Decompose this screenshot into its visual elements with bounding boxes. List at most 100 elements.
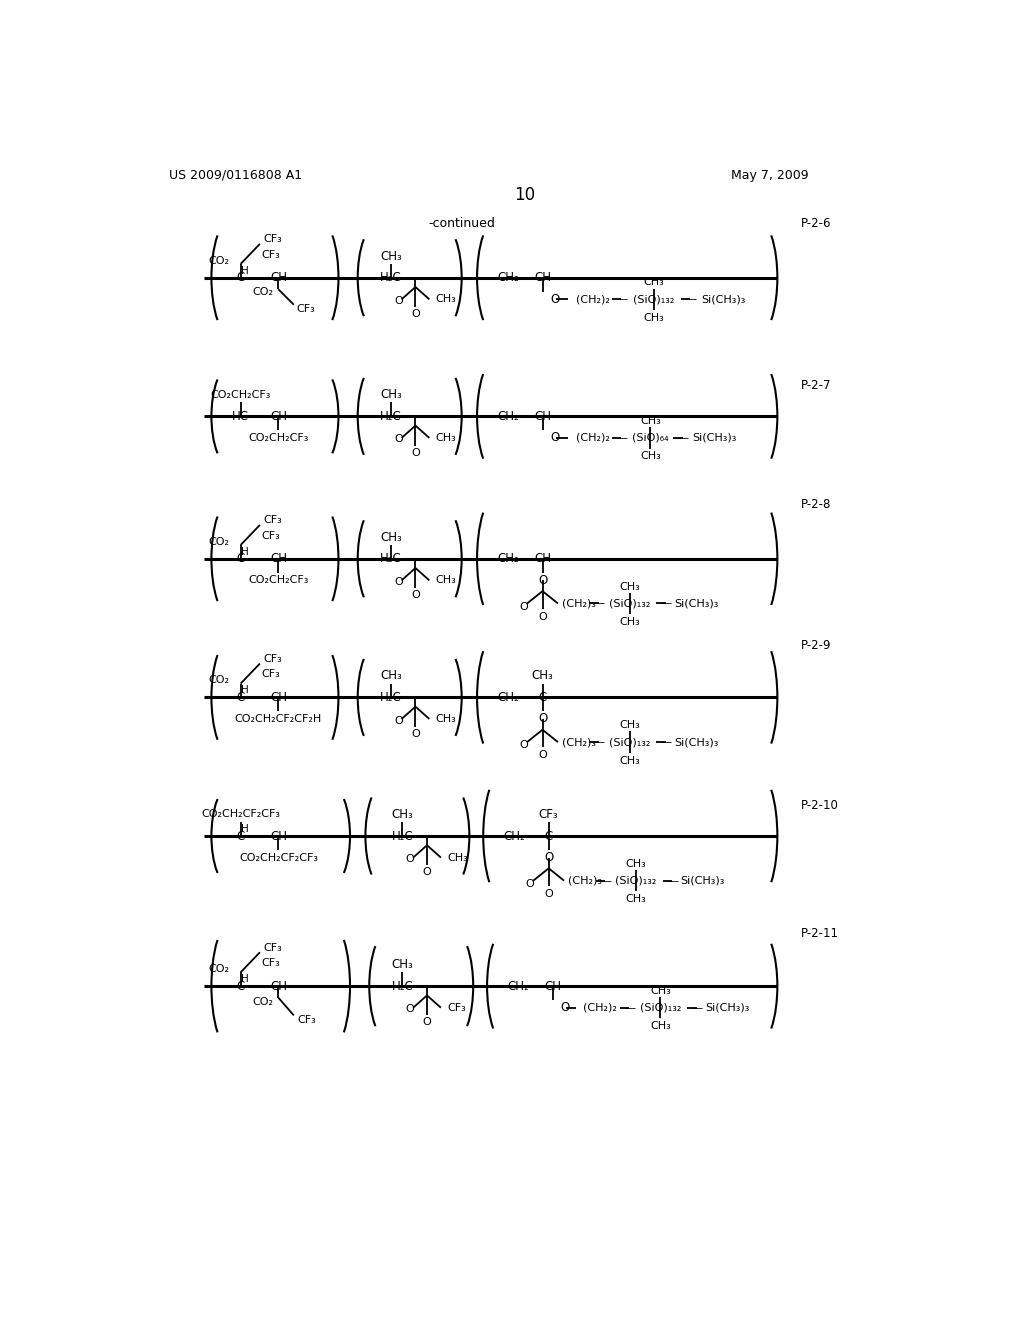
Text: CH: CH: [270, 829, 287, 842]
Text: CF₃: CF₃: [261, 669, 281, 680]
Text: Si(CH₃)₃: Si(CH₃)₃: [692, 433, 736, 444]
Text: O: O: [539, 750, 547, 760]
Text: O: O: [550, 432, 559, 445]
Text: CF₃: CF₃: [263, 942, 282, 953]
Text: CH₃: CH₃: [650, 986, 671, 995]
Text: Si(CH₃)₃: Si(CH₃)₃: [675, 737, 719, 747]
Text: CF₃: CF₃: [261, 958, 281, 968]
Text: O: O: [411, 729, 420, 739]
Text: O: O: [560, 1001, 569, 1014]
Text: —: —: [600, 875, 611, 886]
Text: CH₃: CH₃: [380, 531, 401, 544]
Text: O: O: [519, 602, 528, 611]
Text: CF₃: CF₃: [297, 1015, 315, 1026]
Text: C: C: [539, 690, 547, 704]
Text: O: O: [411, 309, 420, 319]
Text: (SiO)₁₃₂: (SiO)₁₃₂: [609, 598, 650, 609]
Text: P-2-9: P-2-9: [801, 639, 830, 652]
Text: H: H: [241, 685, 249, 696]
Text: C: C: [237, 552, 245, 565]
Text: (CH₂)₃: (CH₂)₃: [562, 737, 596, 747]
Text: CH₃: CH₃: [620, 582, 640, 591]
Text: CO₂: CO₂: [208, 676, 229, 685]
Text: O: O: [423, 867, 431, 878]
Text: CO₂CH₂CF₃: CO₂CH₂CF₃: [248, 433, 308, 444]
Text: P-2-6: P-2-6: [801, 218, 830, 231]
Text: H₂C: H₂C: [391, 979, 414, 993]
Text: CH₃: CH₃: [620, 721, 640, 730]
Text: —: —: [667, 875, 678, 886]
Text: (CH₂)₂: (CH₂)₂: [584, 1003, 617, 1012]
Text: (CH₂)₃: (CH₂)₃: [568, 875, 602, 886]
Text: H: H: [241, 824, 249, 834]
Text: CH₃: CH₃: [380, 669, 401, 682]
Text: H₂C: H₂C: [380, 552, 401, 565]
Text: CH: CH: [270, 409, 287, 422]
Text: H: H: [241, 265, 249, 276]
Text: CH₃: CH₃: [435, 714, 457, 723]
Text: CH₃: CH₃: [620, 755, 640, 766]
Text: CH₃: CH₃: [620, 616, 640, 627]
Text: O: O: [411, 447, 420, 458]
Text: H₂C: H₂C: [380, 409, 401, 422]
Text: CO₂: CO₂: [208, 537, 229, 546]
Text: —: —: [616, 433, 628, 444]
Text: Si(CH₃)₃: Si(CH₃)₃: [701, 294, 745, 305]
Text: O: O: [394, 577, 402, 587]
Text: CH₃: CH₃: [650, 1022, 671, 1031]
Text: H₂C: H₂C: [380, 690, 401, 704]
Text: (CH₂)₂: (CH₂)₂: [575, 294, 609, 305]
Text: (SiO)₁₃₂: (SiO)₁₃₂: [609, 737, 650, 747]
Text: CH₃: CH₃: [626, 894, 646, 904]
Text: O: O: [538, 713, 547, 726]
Text: P-2-7: P-2-7: [801, 379, 830, 392]
Text: —: —: [692, 1003, 702, 1012]
Text: (SiO)₆₄: (SiO)₆₄: [632, 433, 669, 444]
Text: CH₃: CH₃: [644, 313, 665, 323]
Text: O: O: [394, 296, 402, 306]
Text: —: —: [660, 737, 672, 747]
Text: CO₂: CO₂: [208, 256, 229, 265]
Text: CO₂CH₂CF₃: CO₂CH₂CF₃: [248, 576, 308, 585]
Text: US 2009/0116808 A1: US 2009/0116808 A1: [169, 169, 302, 182]
Text: O: O: [406, 854, 415, 865]
Text: —: —: [594, 598, 605, 609]
Text: C: C: [237, 829, 245, 842]
Text: CF₃: CF₃: [296, 304, 314, 314]
Text: O: O: [411, 590, 420, 601]
Text: May 7, 2009: May 7, 2009: [731, 169, 809, 182]
Text: (CH₂)₂: (CH₂)₂: [575, 433, 609, 444]
Text: O: O: [394, 434, 402, 445]
Text: —: —: [660, 598, 672, 609]
Text: C: C: [237, 690, 245, 704]
Text: -continued: -continued: [428, 218, 495, 231]
Text: Si(CH₃)₃: Si(CH₃)₃: [706, 1003, 750, 1012]
Text: —: —: [678, 433, 689, 444]
Text: CO₂: CO₂: [208, 964, 229, 974]
Text: P-2-11: P-2-11: [801, 927, 839, 940]
Text: O: O: [519, 741, 528, 750]
Text: CH₃: CH₃: [380, 388, 401, 401]
Text: CF₃: CF₃: [539, 808, 558, 821]
Text: CF₃: CF₃: [263, 515, 282, 525]
Text: C: C: [237, 979, 245, 993]
Text: CH₃: CH₃: [435, 294, 457, 305]
Text: CH₃: CH₃: [447, 853, 468, 862]
Text: CH: CH: [534, 409, 551, 422]
Text: CH₂: CH₂: [497, 409, 519, 422]
Text: CH₃: CH₃: [626, 859, 646, 869]
Text: CH: CH: [270, 979, 287, 993]
Text: H: H: [241, 546, 249, 557]
Text: (SiO)₁₃₂: (SiO)₁₃₂: [640, 1003, 681, 1012]
Text: O: O: [538, 574, 547, 587]
Text: CO₂CH₂CF₃: CO₂CH₂CF₃: [211, 389, 271, 400]
Text: CH₃: CH₃: [391, 808, 414, 821]
Text: O: O: [423, 1018, 431, 1027]
Text: CH₃: CH₃: [435, 433, 457, 444]
Text: P-2-8: P-2-8: [801, 499, 830, 511]
Text: H₂C: H₂C: [391, 829, 414, 842]
Text: (CH₂)₃: (CH₂)₃: [562, 598, 596, 609]
Text: (SiO)₁₃₂: (SiO)₁₃₂: [634, 294, 675, 305]
Text: CH: CH: [534, 552, 551, 565]
Text: CF₃: CF₃: [261, 249, 281, 260]
